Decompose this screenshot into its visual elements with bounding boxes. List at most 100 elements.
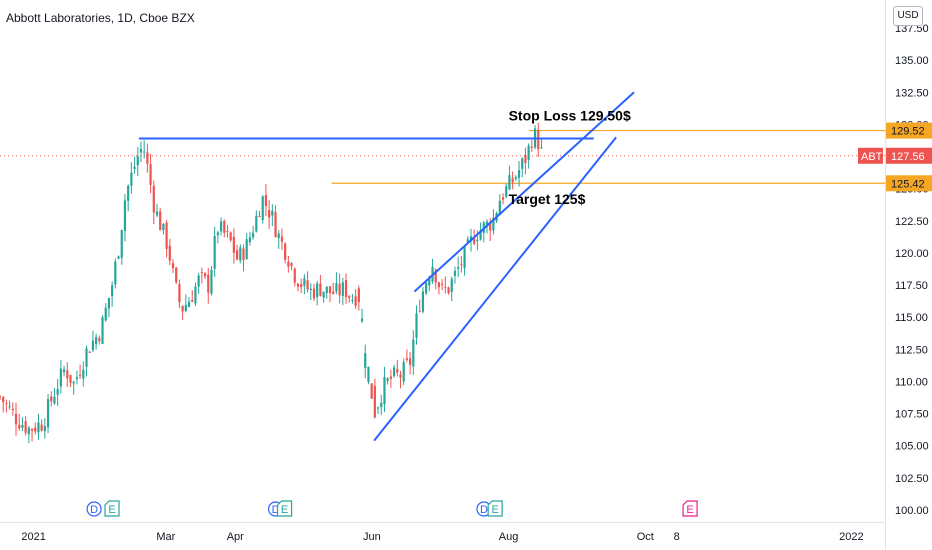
candle-body <box>476 239 479 242</box>
candle-body <box>316 283 319 297</box>
candle-body <box>258 216 261 218</box>
candle-body <box>293 268 296 283</box>
trendlines[interactable] <box>138 91 635 442</box>
candle-body <box>287 261 290 267</box>
candle-body <box>386 378 389 381</box>
svg-text:D: D <box>272 504 280 516</box>
candle-body <box>351 299 354 301</box>
candle-body <box>107 297 111 309</box>
candle-body <box>399 374 402 378</box>
candle-body <box>357 288 360 303</box>
earnings-event-icon[interactable]: E <box>487 500 503 517</box>
candle-body <box>303 278 306 286</box>
earnings-event-icon[interactable]: E <box>276 500 293 517</box>
candle-body <box>8 406 11 408</box>
earnings-event-icon[interactable]: E <box>682 500 698 517</box>
candle-body <box>91 340 95 351</box>
candle-body <box>354 296 357 306</box>
svg-text:E: E <box>686 504 693 516</box>
last-price-label: 127.56 <box>891 151 925 163</box>
candle-body <box>178 284 181 303</box>
candle-body <box>252 232 255 238</box>
candle-body <box>485 221 489 227</box>
wedge-lower-line[interactable] <box>373 136 617 442</box>
candle-body <box>335 283 338 292</box>
candle-body <box>223 220 226 233</box>
candle-body <box>412 339 415 367</box>
x-tick-label: 8 <box>674 531 680 543</box>
candle-body <box>50 396 53 402</box>
candle-body <box>143 151 146 153</box>
y-tick-label: 102.50 <box>895 473 929 485</box>
currency-button[interactable]: USD <box>893 6 923 26</box>
candle-body <box>14 413 18 425</box>
candle-body <box>159 211 162 231</box>
candle-body <box>165 222 168 249</box>
candle-body <box>540 147 543 149</box>
candle-body <box>508 175 511 190</box>
candle-body <box>216 232 219 236</box>
candle-body <box>319 283 322 296</box>
candle-body <box>264 194 268 207</box>
candle-body <box>146 152 149 164</box>
x-tick-label: Jun <box>363 531 381 543</box>
candle-body <box>383 377 386 405</box>
candle-body <box>149 164 152 185</box>
y-tick-label: 110.00 <box>895 376 928 388</box>
y-tick-label: 122.50 <box>895 216 929 228</box>
candle-body <box>444 286 447 288</box>
candle-body <box>136 156 139 166</box>
candle-body <box>341 282 344 296</box>
candle-body <box>405 358 408 360</box>
candle-body <box>24 421 27 433</box>
candle-body <box>155 211 159 216</box>
candle-body <box>441 283 444 285</box>
svg-text:D: D <box>480 504 488 516</box>
candle-body <box>328 286 332 294</box>
candle-body <box>203 273 207 277</box>
chart-title: Abbott Laboratories, 1D, Cboe BZX <box>6 11 195 25</box>
y-tick-label: 120.00 <box>895 248 929 260</box>
wedge-upper-line[interactable] <box>413 91 635 293</box>
candle-body <box>434 269 437 283</box>
candle-body <box>229 232 232 241</box>
candle-body <box>78 375 82 377</box>
candle-body <box>197 275 200 287</box>
candle-body <box>466 239 469 243</box>
candle-body <box>457 267 460 269</box>
candle-body <box>306 280 309 290</box>
dividend-event-icon[interactable]: D <box>86 501 102 517</box>
candle-body <box>56 389 59 395</box>
candle-body <box>498 200 501 215</box>
candle-body <box>37 422 40 433</box>
candle-body <box>463 246 466 269</box>
candle-body <box>511 178 514 182</box>
svg-text:E: E <box>491 504 498 516</box>
candle-body <box>226 230 229 232</box>
annotation-text: Stop Loss 129.50$ <box>509 108 631 124</box>
candle-body <box>460 264 463 266</box>
candle-body <box>11 408 14 411</box>
candle-body <box>152 185 155 213</box>
candle-body <box>191 299 194 302</box>
candle-body <box>425 282 428 294</box>
y-tick-label: 107.50 <box>895 409 929 421</box>
target-price-label: 125.42 <box>891 178 925 190</box>
candle-body <box>409 358 412 365</box>
candle-body <box>27 427 30 435</box>
candle-body <box>524 155 527 164</box>
candle-body <box>232 237 235 253</box>
earnings-event-icon[interactable]: E <box>104 500 120 517</box>
candle-body <box>130 172 133 186</box>
candle-body <box>46 399 50 428</box>
candle-body <box>62 369 66 373</box>
dividend-event-icon[interactable]: D <box>476 501 492 517</box>
candle-body <box>85 348 88 367</box>
candle-body <box>75 377 78 379</box>
candle-body <box>537 130 540 150</box>
candle-body <box>450 278 453 293</box>
annotation-text: Target 125$ <box>509 191 586 207</box>
candle-body <box>69 374 72 383</box>
